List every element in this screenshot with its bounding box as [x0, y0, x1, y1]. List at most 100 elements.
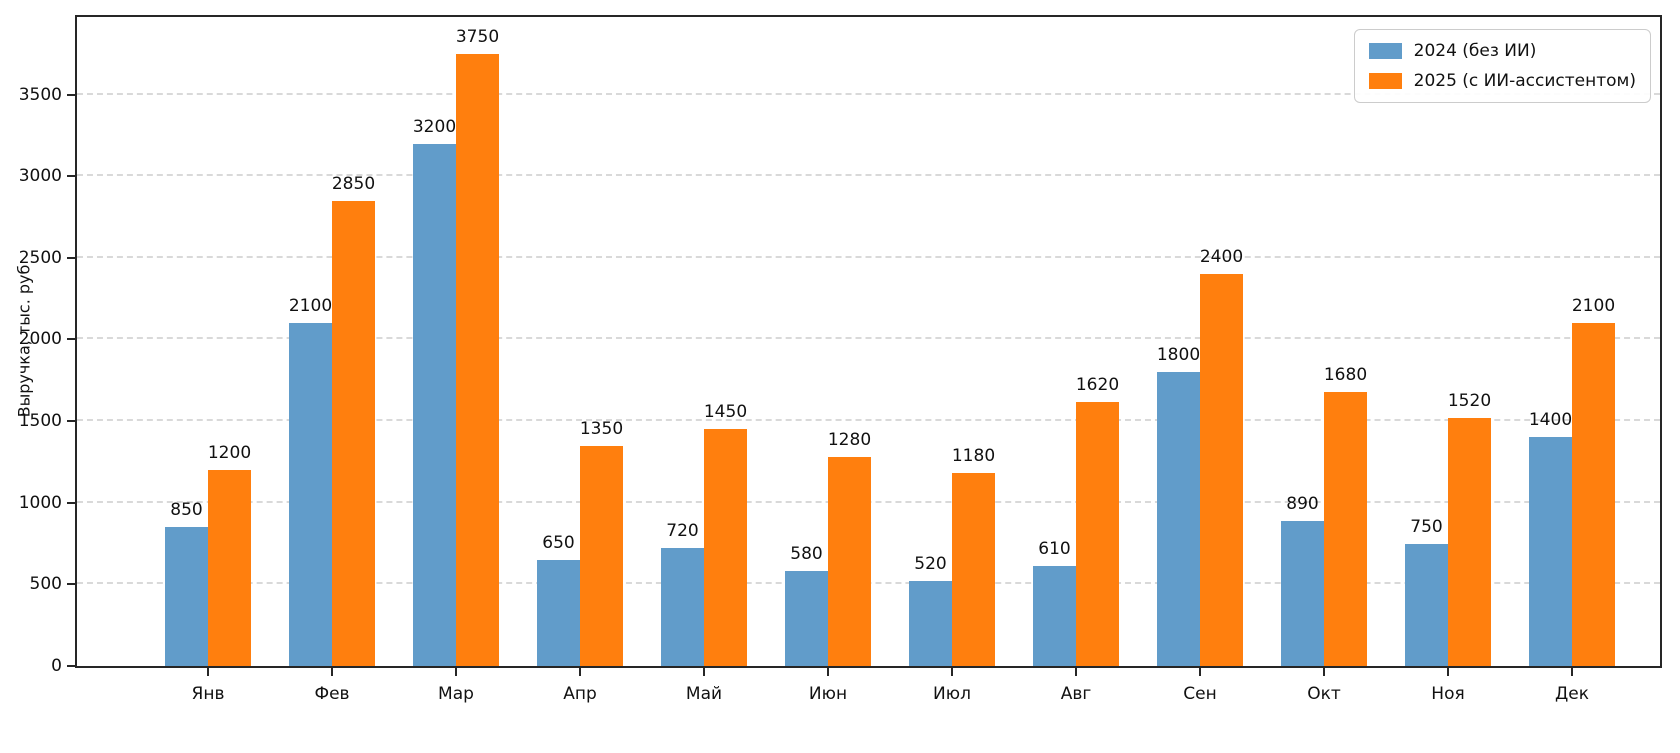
x-tick-label-Окт: Окт	[1307, 684, 1341, 704]
bar-value-label: 1450	[703, 402, 748, 423]
x-tick-label-Июн: Июн	[808, 684, 848, 704]
y-tick-mark	[67, 501, 75, 504]
x-tick-label-Фев: Фев	[314, 684, 350, 704]
bar-value-label: 750	[1410, 516, 1443, 537]
x-tick-label-Мар: Мар	[438, 684, 474, 704]
x-tick-mark	[1075, 668, 1077, 676]
bar-value-label: 890	[1286, 493, 1319, 514]
y-tick-label-2000: 2000	[18, 329, 62, 350]
y-tick-label-2500: 2500	[18, 247, 62, 268]
bar-value-label: 580	[790, 544, 823, 565]
bar-value-label: 1180	[951, 446, 996, 467]
bar-Янв-2025	[208, 470, 251, 666]
x-tick-mark	[703, 668, 705, 676]
x-tick-label-Авг: Авг	[1060, 684, 1092, 704]
bar-Авг-2025	[1076, 401, 1119, 666]
bar-Май-2024	[661, 548, 704, 666]
y-tick-label-500: 500	[29, 574, 62, 595]
bar-Июн-2025	[828, 457, 871, 666]
x-tick-mark	[1199, 668, 1201, 676]
bar-value-label: 1520	[1447, 390, 1492, 411]
bar-Сен-2024	[1157, 372, 1200, 666]
gridline-y-3500	[77, 92, 1660, 95]
bar-value-label: 2100	[1571, 296, 1616, 317]
plot-area: 2024 (без ИИ) 2025 (с ИИ-ассистентом) 850…	[75, 15, 1662, 668]
legend: 2024 (без ИИ) 2025 (с ИИ-ассистентом)	[1353, 29, 1651, 103]
x-tick-mark	[207, 668, 209, 676]
bar-value-label: 720	[666, 521, 699, 542]
bar-Май-2025	[704, 429, 747, 666]
bar-Июл-2025	[952, 473, 995, 666]
legend-item-1: 2025 (с ИИ-ассистентом)	[1368, 71, 1636, 91]
gridline-y-2500	[77, 255, 1660, 258]
x-tick-label-Сен: Сен	[1183, 684, 1217, 704]
legend-swatch-icon	[1368, 73, 1402, 89]
legend-item-0: 2024 (без ИИ)	[1368, 41, 1636, 61]
x-tick-label-Ноя: Ноя	[1431, 684, 1465, 704]
bar-value-label: 2400	[1199, 247, 1244, 268]
bar-Фев-2024	[289, 323, 332, 666]
bar-value-label: 2850	[331, 173, 376, 194]
bar-value-label: 1280	[827, 430, 872, 451]
bar-Ноя-2025	[1448, 417, 1491, 666]
legend-label: 2024 (без ИИ)	[1413, 41, 1537, 61]
x-tick-mark	[1571, 668, 1573, 676]
bar-Мар-2025	[456, 53, 499, 666]
bar-value-label: 3200	[412, 116, 457, 137]
y-tick-mark	[67, 583, 75, 586]
bar-value-label: 650	[542, 532, 575, 553]
bar-Окт-2024	[1281, 520, 1324, 666]
x-tick-label-Янв: Янв	[191, 684, 225, 704]
x-tick-mark	[579, 668, 581, 676]
x-tick-mark	[1323, 668, 1325, 676]
y-tick-label-0: 0	[51, 656, 62, 676]
bar-Июл-2024	[909, 581, 952, 666]
x-tick-label-Апр: Апр	[563, 684, 597, 704]
bar-value-label: 1400	[1528, 410, 1573, 431]
gridline-y-2000	[77, 337, 1660, 340]
bar-Июн-2024	[785, 571, 828, 666]
bar-value-label: 850	[170, 500, 203, 521]
y-tick-mark	[67, 93, 75, 96]
y-tick-mark	[67, 338, 75, 341]
bar-value-label: 1620	[1075, 374, 1120, 395]
bar-Сен-2025	[1200, 274, 1243, 666]
bar-Янв-2024	[165, 527, 208, 666]
gridline-y-3000	[77, 174, 1660, 177]
x-tick-mark	[1447, 668, 1449, 676]
bar-value-label: 1680	[1323, 364, 1368, 385]
bar-Дек-2025	[1572, 323, 1615, 666]
bar-Дек-2024	[1529, 437, 1572, 666]
x-tick-label-Май: Май	[685, 684, 723, 704]
bar-Окт-2025	[1324, 391, 1367, 666]
bar-Авг-2024	[1033, 566, 1076, 666]
bar-value-label: 1800	[1156, 345, 1201, 366]
y-tick-label-3500: 3500	[18, 84, 62, 105]
y-tick-mark	[67, 665, 75, 667]
x-tick-mark	[951, 668, 953, 676]
x-tick-mark	[331, 668, 333, 676]
bar-value-label: 2100	[288, 296, 333, 317]
gridline-y-1500	[77, 419, 1660, 422]
bar-value-label: 520	[914, 554, 947, 575]
x-tick-mark	[455, 668, 457, 676]
bar-value-label: 3750	[455, 26, 500, 47]
bar-Апр-2024	[537, 559, 580, 666]
bar-value-label: 1200	[207, 443, 252, 464]
y-tick-mark	[67, 420, 75, 423]
y-tick-label-3000: 3000	[18, 166, 62, 187]
bar-Ноя-2024	[1405, 543, 1448, 666]
legend-label: 2025 (с ИИ-ассистентом)	[1413, 71, 1636, 91]
bar-Мар-2024	[413, 143, 456, 666]
y-tick-label-1500: 1500	[18, 411, 62, 432]
y-tick-label-1000: 1000	[18, 492, 62, 513]
x-tick-label-Июл: Июл	[933, 684, 971, 704]
bar-value-label: 1350	[579, 418, 624, 439]
bar-value-label: 610	[1038, 539, 1071, 560]
y-tick-mark	[67, 175, 75, 178]
x-tick-mark	[827, 668, 829, 676]
legend-swatch-icon	[1368, 43, 1402, 59]
bar-Фев-2025	[332, 200, 375, 666]
bar-Апр-2025	[580, 445, 623, 666]
